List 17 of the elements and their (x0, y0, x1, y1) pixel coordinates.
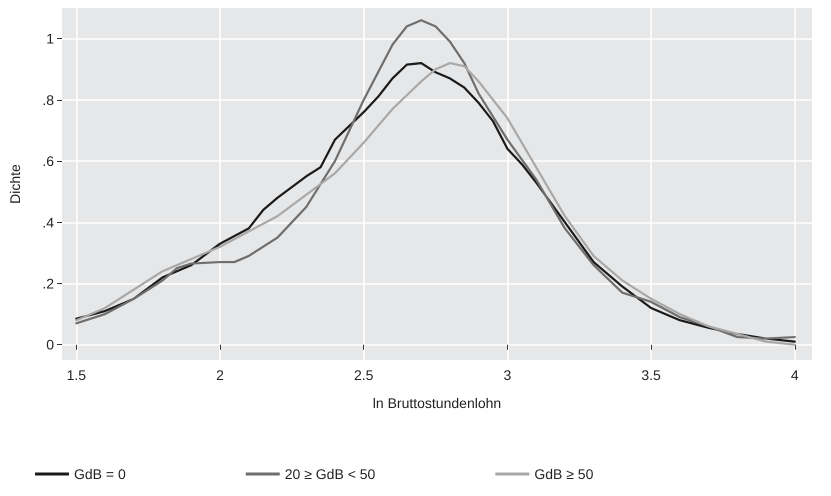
legend-label: 20 ≥ GdB < 50 (284, 466, 376, 482)
y-tick-label: .8 (42, 92, 54, 108)
x-tick-label: 1.5 (66, 367, 86, 383)
x-tick-label: 2.5 (354, 367, 374, 383)
x-tick-label: 3 (504, 367, 512, 383)
y-tick-label: .6 (42, 153, 54, 170)
legend-label: GdB ≥ 50 (534, 466, 594, 482)
x-tick-label: 3.5 (641, 367, 662, 383)
x-tick-label: 2 (216, 367, 224, 383)
x-axis-title: ln Bruttostundenlohn (372, 395, 502, 411)
y-axis-title: Dichte (7, 164, 23, 204)
y-tick-label: .4 (42, 214, 54, 230)
y-tick-label: 1 (46, 30, 54, 47)
y-tick-label: .2 (42, 275, 54, 292)
y-tick-label: 0 (46, 336, 54, 353)
legend-label: GdB = 0 (74, 466, 126, 482)
x-tick-label: 4 (790, 367, 799, 383)
